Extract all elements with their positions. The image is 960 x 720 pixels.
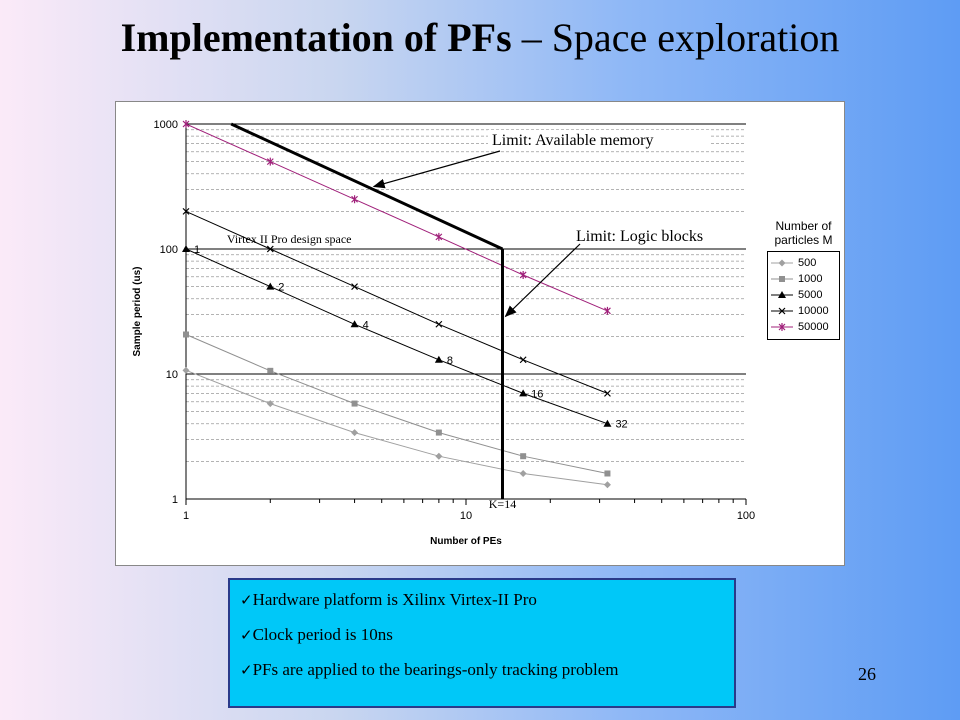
series-point-500	[266, 400, 274, 408]
series-point-50000	[435, 232, 443, 241]
x-tick-label: 10	[460, 510, 472, 522]
y-tick-label: 1000	[154, 119, 178, 131]
legend-item-5000: 5000	[770, 287, 837, 303]
series-point-500	[351, 429, 359, 437]
slide-title: Implementation of PFs – Space exploratio…	[0, 14, 960, 61]
note-item-3: ✓PFs are applied to the bearings-only tr…	[240, 658, 734, 682]
legend: Number of particles M 500 1000 5000 10000 50…	[767, 219, 840, 340]
note-text-1: Hardware platform is Xilinx Virtex-II Pr…	[252, 590, 537, 609]
note-text-3: PFs are applied to the bearings-only tra…	[252, 660, 619, 679]
note-item-2: ✓Clock period is 10ns	[240, 623, 734, 647]
series-point-5000	[350, 320, 359, 328]
legend-title: Number of particles M	[774, 219, 833, 247]
series-point-10000	[266, 245, 274, 253]
series-line-1000	[185, 334, 608, 474]
legend-item-10000: 10000	[770, 303, 837, 319]
legend-item-500: 500	[770, 255, 837, 271]
series-point-500	[182, 366, 190, 374]
chart-panel: 1 10 100 1 10 100 1000 Number of PEs Sample peri…	[115, 101, 845, 566]
series-point-500	[435, 452, 443, 460]
pe-count-label: 8	[447, 355, 453, 367]
series-point-5000	[603, 419, 612, 427]
legend-swatch	[771, 276, 793, 282]
legend-label: 500	[798, 257, 817, 269]
legend-swatch-marker	[779, 276, 785, 282]
pe-count-label: 2	[278, 282, 284, 294]
sample-period-chart: 1 10 100 1 10 100 1000 Number of PEs Sample peri…	[132, 119, 755, 547]
series-point-50000	[604, 306, 611, 315]
memory-limit-line	[230, 122, 504, 251]
series-point-10000	[351, 283, 359, 291]
design-space-label: Virtex II Pro design space	[227, 232, 352, 246]
check-icon: ✓	[240, 626, 253, 644]
legend-swatch-marker	[778, 291, 786, 298]
logic-limit-label-box	[572, 225, 747, 245]
y-axis-label: Sample period (us)	[132, 266, 143, 356]
series-line-50000	[185, 123, 608, 312]
y-tick-label: 100	[160, 244, 178, 256]
legend-label: 5000	[798, 289, 823, 301]
title-bold: Implementation of PFs	[120, 15, 512, 60]
memory-limit-label-box	[488, 130, 710, 150]
series-point-5000	[519, 389, 528, 397]
series-line-500	[185, 369, 608, 486]
series-point-50000	[182, 120, 190, 128]
series-point-50000	[266, 157, 274, 166]
series-point-10000	[604, 389, 611, 397]
pe-count-label: 32	[615, 419, 627, 431]
legend-label: 50000	[798, 321, 829, 333]
series-point-500	[519, 469, 527, 477]
series-line-5000	[185, 248, 608, 425]
series-point-1000	[267, 367, 274, 374]
series-point-1000	[351, 400, 358, 407]
note-item-1: ✓Hardware platform is Xilinx Virtex-II P…	[240, 588, 734, 612]
series-point-50000	[519, 270, 527, 279]
check-icon: ✓	[240, 661, 253, 679]
legend-swatch-marker	[778, 307, 786, 315]
page-number: 26	[858, 664, 876, 684]
series-point-1000	[520, 453, 527, 460]
series-line-10000	[185, 210, 608, 394]
pe-count-label: 16	[531, 388, 543, 400]
memory-limit-label: Limit: Available memory	[492, 132, 653, 149]
legend-swatch-marker	[778, 259, 786, 267]
legend-label: 1000	[798, 273, 823, 285]
y-tick-label: 1	[172, 494, 178, 506]
series-point-1000	[604, 470, 611, 477]
logic-limit-arrow	[504, 243, 581, 318]
title-rest: – Space exploration	[511, 15, 840, 60]
series-point-5000	[434, 355, 443, 363]
pe-count-label: 1	[194, 244, 200, 256]
legend-swatch	[771, 307, 793, 315]
series-point-5000	[182, 245, 190, 252]
x-axis-label: Number of PEs	[430, 536, 502, 547]
series-point-50000	[351, 195, 359, 204]
series-point-10000	[435, 320, 443, 328]
legend-swatch-marker	[778, 323, 786, 331]
notes-box: ✓Hardware platform is Xilinx Virtex-II P…	[228, 578, 736, 708]
memory-limit-arrow	[372, 150, 501, 189]
series-point-5000	[266, 282, 275, 290]
series-point-500	[603, 481, 611, 489]
note-text-2: Clock period is 10ns	[252, 625, 393, 644]
x-tick-label: 1	[183, 510, 189, 522]
series-point-10000	[519, 356, 527, 364]
pe-count-label: 4	[363, 319, 369, 331]
k-limit-label: K=14	[489, 497, 516, 511]
logic-limit-label: Limit: Logic blocks	[576, 228, 703, 245]
y-tick-label: 10	[166, 369, 178, 381]
x-tick-label: 100	[737, 510, 755, 522]
legend-label: 10000	[798, 305, 829, 317]
check-icon: ✓	[240, 591, 253, 609]
legend-swatch	[771, 259, 793, 267]
legend-swatch	[771, 323, 793, 331]
series-point-10000	[182, 207, 190, 215]
series-point-1000	[435, 429, 442, 436]
legend-swatch	[771, 291, 793, 298]
legend-item-50000: 50000	[770, 319, 837, 335]
series-point-1000	[183, 331, 189, 338]
legend-item-1000: 1000	[770, 271, 837, 287]
legend-list: 500 1000 5000 10000 50000	[767, 251, 840, 340]
